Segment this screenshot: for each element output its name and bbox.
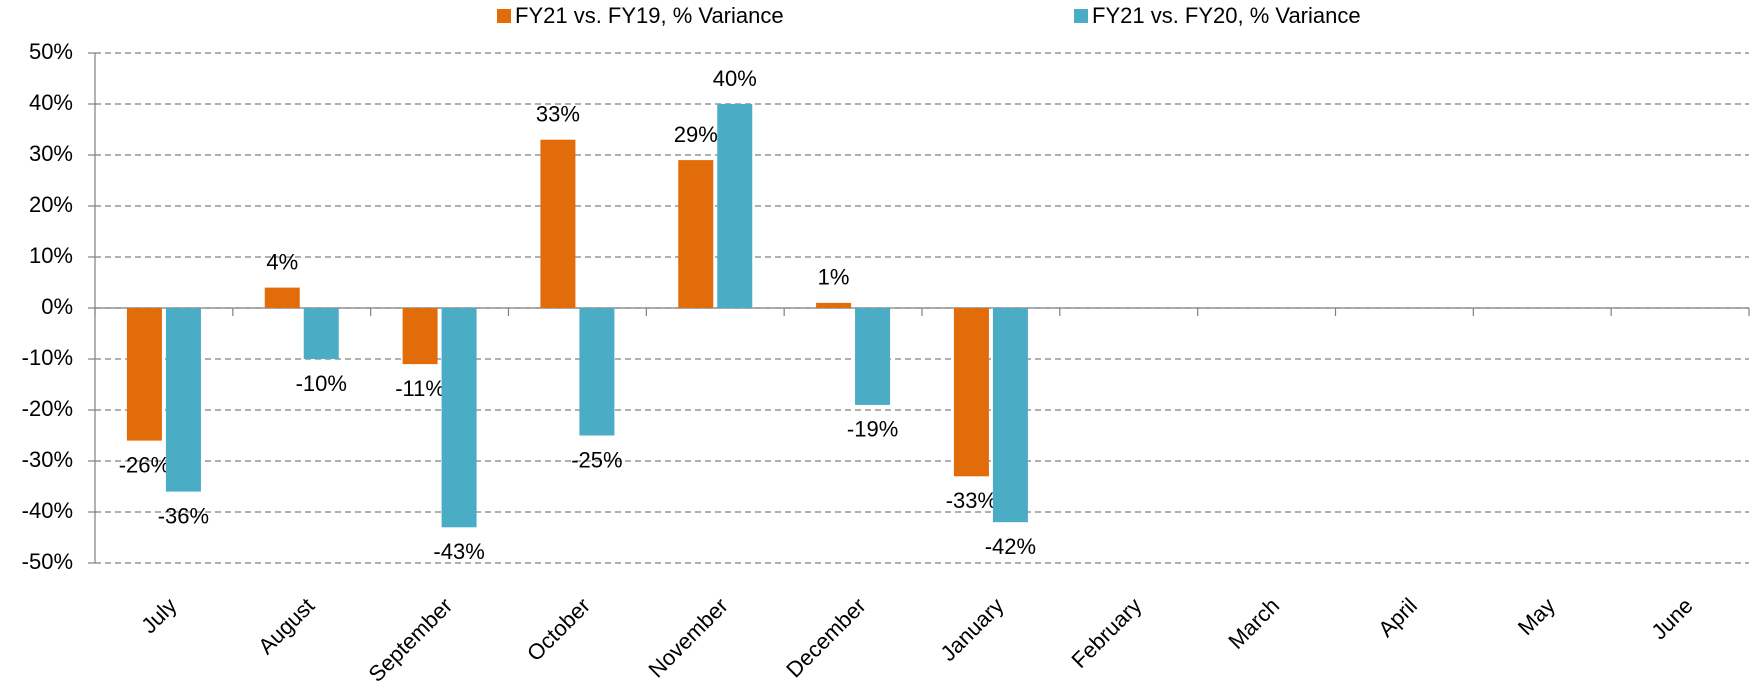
bar <box>402 308 438 365</box>
bar <box>855 308 891 405</box>
legend-label: FY21 vs. FY19, % Variance <box>515 3 784 28</box>
x-tick-label: April <box>1373 593 1422 642</box>
y-tick-label: 10% <box>29 243 73 268</box>
x-tick-label: August <box>253 593 319 659</box>
bar <box>540 139 576 308</box>
bar <box>816 302 852 308</box>
x-tick-label: November <box>643 593 732 682</box>
bar <box>303 308 339 359</box>
y-tick-label: 30% <box>29 141 73 166</box>
data-label: -19% <box>847 417 898 442</box>
legend-label: FY21 vs. FY20, % Variance <box>1092 3 1361 28</box>
x-tick-label: July <box>136 593 181 638</box>
bar <box>441 308 477 528</box>
legend-swatch <box>497 9 511 23</box>
bar <box>678 160 714 308</box>
y-tick-label: 40% <box>29 90 73 115</box>
y-tick-label: -20% <box>22 396 73 421</box>
data-label: -36% <box>158 503 209 528</box>
data-label: 33% <box>536 102 580 127</box>
bar <box>992 308 1028 523</box>
x-tick-label: December <box>781 593 870 682</box>
data-label: -25% <box>571 447 622 472</box>
y-tick-label: -10% <box>22 345 73 370</box>
bar <box>165 308 201 492</box>
x-tick-label: February <box>1066 593 1146 673</box>
x-tick-label: October <box>522 593 595 666</box>
legend-swatch <box>1074 9 1088 23</box>
data-label: -43% <box>433 539 484 564</box>
data-label: -10% <box>296 371 347 396</box>
x-tick-label: January <box>936 593 1009 666</box>
bar <box>126 308 162 441</box>
y-tick-label: -30% <box>22 447 73 472</box>
y-tick-label: 20% <box>29 192 73 217</box>
data-label: -33% <box>946 488 997 513</box>
data-label: 4% <box>266 249 298 274</box>
bar <box>579 308 615 436</box>
y-tick-label: -50% <box>22 549 73 574</box>
bar <box>717 104 753 308</box>
bar <box>264 287 300 308</box>
x-tick-label: June <box>1646 593 1697 644</box>
y-tick-label: -40% <box>22 498 73 523</box>
data-label: 29% <box>674 122 718 147</box>
data-label: 40% <box>713 66 757 91</box>
x-tick-label: May <box>1513 593 1560 640</box>
data-label: -42% <box>985 534 1036 559</box>
x-tick-label: September <box>363 593 457 687</box>
data-label: -11% <box>395 376 445 401</box>
data-label: -26% <box>119 452 170 477</box>
y-tick-label: 0% <box>41 294 73 319</box>
x-tick-label: March <box>1223 593 1284 654</box>
bar <box>953 308 989 477</box>
y-tick-label: 50% <box>29 39 73 64</box>
data-label: 1% <box>818 265 850 290</box>
